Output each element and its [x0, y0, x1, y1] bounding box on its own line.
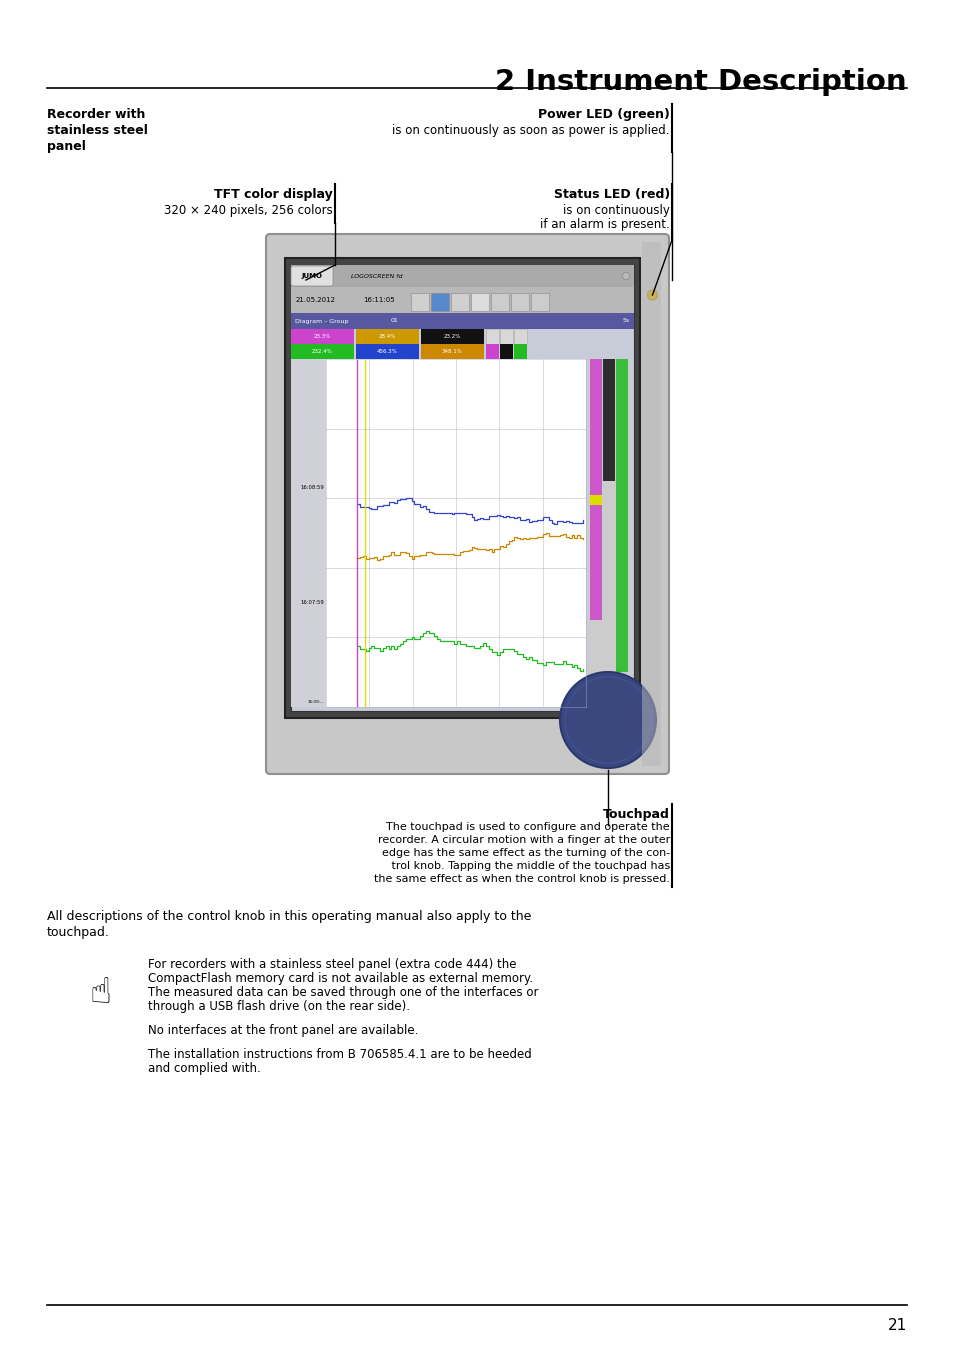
Text: touchpad.: touchpad.: [47, 926, 110, 940]
Bar: [411, 293, 429, 310]
Text: JUMO: JUMO: [301, 273, 322, 279]
Bar: [485, 329, 498, 344]
Text: 16:11:05: 16:11:05: [363, 297, 395, 302]
Text: The installation instructions from B 706585.4.1 are to be heeded: The installation instructions from B 706…: [148, 1048, 531, 1061]
Bar: [431, 293, 449, 310]
Text: Status LED (red): Status LED (red): [553, 188, 669, 201]
Bar: [326, 359, 585, 707]
Text: For recorders with a stainless steel panel (extra code 444) the: For recorders with a stainless steel pan…: [148, 958, 516, 971]
Text: 21.05.2012: 21.05.2012: [295, 297, 335, 302]
Text: ☝: ☝: [89, 976, 111, 1010]
Bar: [291, 344, 354, 359]
Bar: [291, 288, 634, 313]
Bar: [602, 359, 615, 481]
Text: Touchpad: Touchpad: [602, 809, 669, 821]
Text: 456.3%: 456.3%: [376, 350, 397, 354]
Text: Diagram – Group: Diagram – Group: [294, 319, 348, 324]
Bar: [587, 359, 631, 707]
Bar: [355, 329, 418, 344]
Bar: [420, 329, 483, 344]
Bar: [499, 329, 513, 344]
Text: 28.4%: 28.4%: [378, 333, 395, 339]
Text: 232.4%: 232.4%: [312, 350, 333, 354]
Bar: [420, 344, 483, 359]
Text: 01: 01: [391, 319, 398, 324]
Bar: [291, 313, 634, 329]
Text: All descriptions of the control knob in this operating manual also apply to the: All descriptions of the control knob in …: [47, 910, 531, 923]
Text: The touchpad is used to configure and operate the: The touchpad is used to configure and op…: [386, 822, 669, 832]
Bar: [589, 495, 601, 505]
Text: edge has the same effect as the turning of the con-: edge has the same effect as the turning …: [381, 848, 669, 859]
Bar: [511, 293, 529, 310]
Bar: [589, 359, 601, 620]
Text: Power LED (green): Power LED (green): [537, 108, 669, 122]
Text: No interfaces at the front panel are available.: No interfaces at the front panel are ava…: [148, 1025, 418, 1037]
Bar: [451, 293, 469, 310]
Text: 348.1%: 348.1%: [441, 350, 462, 354]
Text: 23.2%: 23.2%: [443, 333, 460, 339]
Text: LOGOSCREEN fd: LOGOSCREEN fd: [351, 274, 402, 278]
Bar: [471, 293, 489, 310]
Text: 5s: 5s: [622, 319, 629, 324]
Text: if an alarm is present.: if an alarm is present.: [539, 217, 669, 231]
Text: panel: panel: [47, 140, 86, 153]
Bar: [291, 265, 634, 711]
Bar: [514, 329, 526, 344]
Bar: [641, 242, 660, 765]
Bar: [485, 344, 498, 359]
Bar: [616, 359, 627, 672]
Text: the same effect as when the control knob is pressed.: the same effect as when the control knob…: [374, 873, 669, 884]
Text: 23.3%: 23.3%: [314, 333, 331, 339]
Bar: [285, 258, 639, 718]
Text: through a USB flash drive (on the rear side).: through a USB flash drive (on the rear s…: [148, 1000, 410, 1012]
Circle shape: [647, 290, 657, 300]
Bar: [355, 344, 418, 359]
Text: TFT color display: TFT color display: [214, 188, 333, 201]
Text: CompactFlash memory card is not available as external memory.: CompactFlash memory card is not availabl…: [148, 972, 533, 986]
Bar: [499, 344, 513, 359]
Circle shape: [559, 672, 656, 768]
FancyBboxPatch shape: [266, 234, 668, 774]
Text: and complied with.: and complied with.: [148, 1062, 260, 1075]
Bar: [291, 265, 634, 288]
Text: stainless steel: stainless steel: [47, 124, 148, 136]
Text: 320 × 240 pixels, 256 colors: 320 × 240 pixels, 256 colors: [164, 204, 333, 217]
Text: 16:07:59: 16:07:59: [300, 601, 324, 605]
Text: is on continuously: is on continuously: [562, 204, 669, 217]
Text: The measured data can be saved through one of the interfaces or: The measured data can be saved through o…: [148, 986, 537, 999]
Text: 21: 21: [887, 1318, 906, 1332]
Text: recorder. A circular motion with a finger at the outer: recorder. A circular motion with a finge…: [377, 836, 669, 845]
Text: 16:09:...: 16:09:...: [307, 701, 324, 703]
Bar: [514, 344, 526, 359]
Bar: [531, 293, 548, 310]
Text: 16:08:59: 16:08:59: [300, 485, 324, 490]
Bar: [291, 359, 326, 707]
Bar: [491, 293, 509, 310]
Text: is on continuously as soon as power is applied.: is on continuously as soon as power is a…: [392, 124, 669, 136]
Text: trol knob. Tapping the middle of the touchpad has: trol knob. Tapping the middle of the tou…: [380, 861, 669, 871]
Text: 2 Instrument Description: 2 Instrument Description: [495, 68, 906, 96]
Circle shape: [622, 273, 629, 279]
FancyBboxPatch shape: [291, 266, 333, 286]
Bar: [291, 329, 354, 344]
Text: Recorder with: Recorder with: [47, 108, 145, 122]
